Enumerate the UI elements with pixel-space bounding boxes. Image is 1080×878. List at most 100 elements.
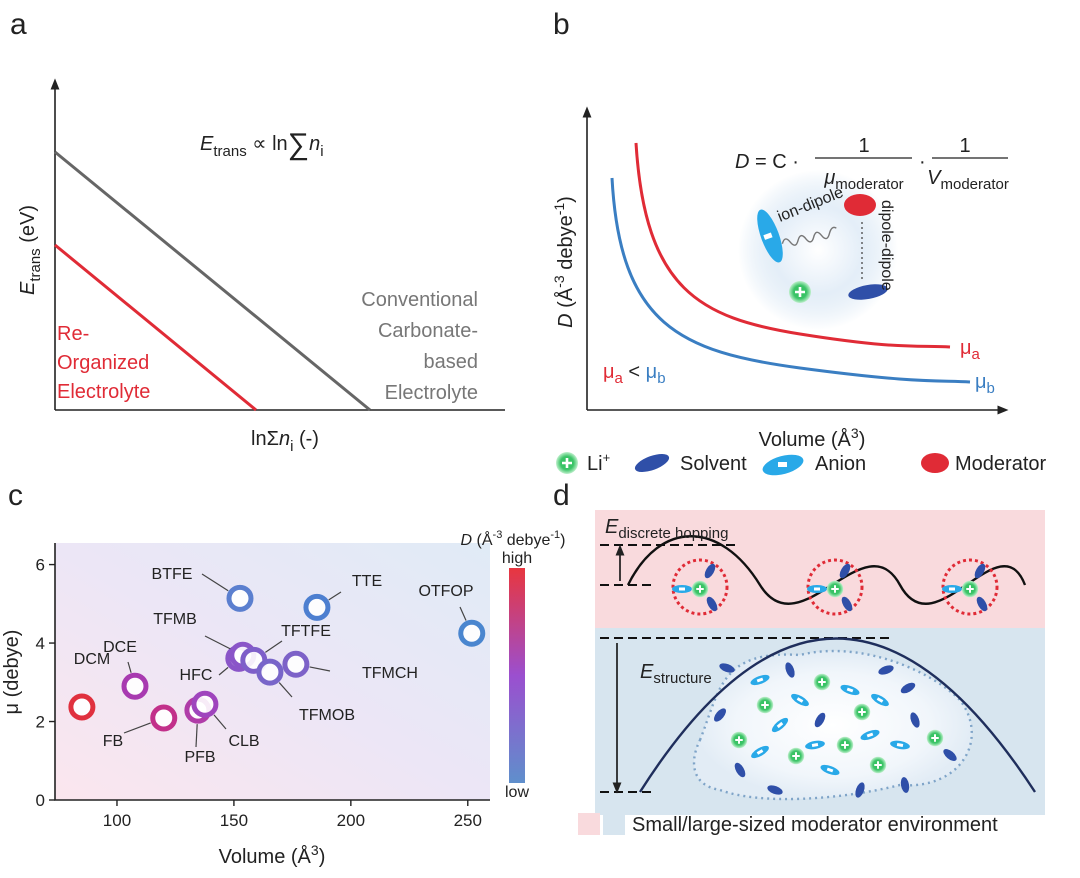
point-label: HFC: [180, 667, 213, 684]
anion-mark: [826, 767, 834, 773]
point-label: CLB: [228, 733, 259, 750]
text-part: D: [461, 532, 473, 549]
solvent: [704, 563, 716, 579]
text-part: i: [320, 143, 323, 160]
point: [191, 690, 219, 718]
text-part: Li: [587, 453, 603, 475]
solvent: [839, 563, 851, 579]
mu-b-label: μb: [975, 371, 995, 397]
li-ion: [787, 279, 813, 305]
text-part: Volume (Å: [219, 845, 312, 868]
point-label: TFTFE: [281, 623, 331, 640]
text-part: -1: [551, 203, 567, 216]
leader-line: [123, 722, 151, 734]
formula: Etrans ∝ ln∑ni: [200, 128, 324, 161]
legend-solvent: [634, 453, 670, 473]
panel-label: a: [10, 8, 27, 41]
text-part: discrete hopping: [618, 525, 728, 542]
text-part: -1: [550, 529, 560, 541]
g: Re- Organized Electrolyte: [57, 323, 150, 403]
text-part: E: [605, 516, 619, 538]
leader-line: [265, 640, 283, 653]
legend-text: Moderator: [955, 453, 1046, 475]
text-part: b: [657, 370, 665, 387]
panel-b: b ion-dipole dipole-dipole D = C · 1 μmo…: [551, 8, 1046, 476]
text-part: D: [555, 313, 577, 327]
legend-text: Li+: [587, 450, 610, 475]
solvent: [855, 782, 865, 798]
denominator: Vmoderator: [927, 167, 1009, 193]
conventional-line: [54, 150, 371, 412]
reorganized-label: Electrolyte: [57, 381, 150, 403]
point: [150, 704, 178, 732]
legend-small: [578, 813, 600, 835]
point: [458, 619, 486, 647]
numerator: 1: [858, 135, 869, 157]
colorbar: [509, 568, 525, 783]
leader-line: [204, 635, 231, 650]
text-part: (Å: [472, 530, 493, 549]
solvent: [706, 596, 718, 612]
text-part: a: [972, 346, 981, 363]
solvation-shell: [671, 558, 729, 616]
solvent: [900, 777, 910, 793]
point: [121, 672, 149, 700]
li-ion: [812, 672, 832, 692]
anion-mark: [846, 687, 854, 693]
colorbar-title: D (Å-3 debye-1): [461, 529, 566, 549]
structure-curve: [638, 637, 1037, 793]
colorbar-low: low: [505, 784, 529, 801]
x-tick-label: 250: [454, 811, 482, 830]
y-axis-label: Etrans (eV): [17, 205, 44, 295]
g: Conventional Carbonate-based Electrolyte: [361, 289, 478, 404]
point: [68, 693, 96, 721]
conventional-label: Electrolyte: [385, 382, 478, 404]
text-part: -3: [551, 275, 567, 288]
anion-mark: [811, 743, 819, 747]
panel-label: b: [553, 8, 570, 41]
solvation-shell: [941, 558, 999, 616]
denominator: μmoderator: [823, 167, 903, 193]
x-tick-label: 200: [337, 811, 365, 830]
text-part: -3: [493, 529, 503, 541]
leader-line: [328, 591, 342, 601]
ion-dipole-link: [781, 226, 837, 246]
text-part: E: [640, 661, 654, 683]
curve-b: [610, 177, 971, 384]
solvent: [714, 708, 726, 722]
legend-text: Anion: [815, 453, 866, 475]
li-ion: [729, 730, 749, 750]
text-part: ): [555, 196, 577, 203]
text-part: trans: [27, 248, 44, 281]
point-label: TFMOB: [299, 707, 355, 724]
panel-label: c: [8, 479, 23, 512]
x-tick-label: 100: [103, 811, 131, 830]
text-part: debye: [555, 215, 577, 275]
solvent: [974, 563, 986, 579]
text-part: n: [279, 428, 290, 450]
reorganized-label: Re-: [57, 323, 89, 345]
text-part: (Å: [554, 287, 577, 313]
leader-line: [201, 573, 229, 592]
point-label: DCE: [103, 639, 137, 656]
text-part: (-): [293, 428, 319, 450]
li-ion: [835, 735, 855, 755]
point: [226, 584, 254, 612]
anion-mark: [876, 697, 884, 703]
anion-mark: [778, 462, 787, 467]
leader-line: [218, 666, 229, 676]
li-ion: [852, 702, 872, 722]
text-part: +: [603, 450, 611, 465]
legend-moderator: [921, 453, 949, 473]
x-axis-label: Volume (Å3): [219, 842, 326, 868]
solvent: [910, 712, 920, 728]
anion-mark: [896, 743, 904, 747]
anion-mark: [949, 587, 955, 591]
text-part: μ: [603, 361, 615, 383]
reorganized-line: [54, 243, 257, 412]
point: [256, 658, 284, 686]
y-tick-label: 6: [36, 556, 45, 575]
li-ion: [825, 579, 845, 599]
panel-a: a Etrans ∝ ln∑ni Etrans (eV) lnΣni (-) R…: [10, 8, 505, 455]
